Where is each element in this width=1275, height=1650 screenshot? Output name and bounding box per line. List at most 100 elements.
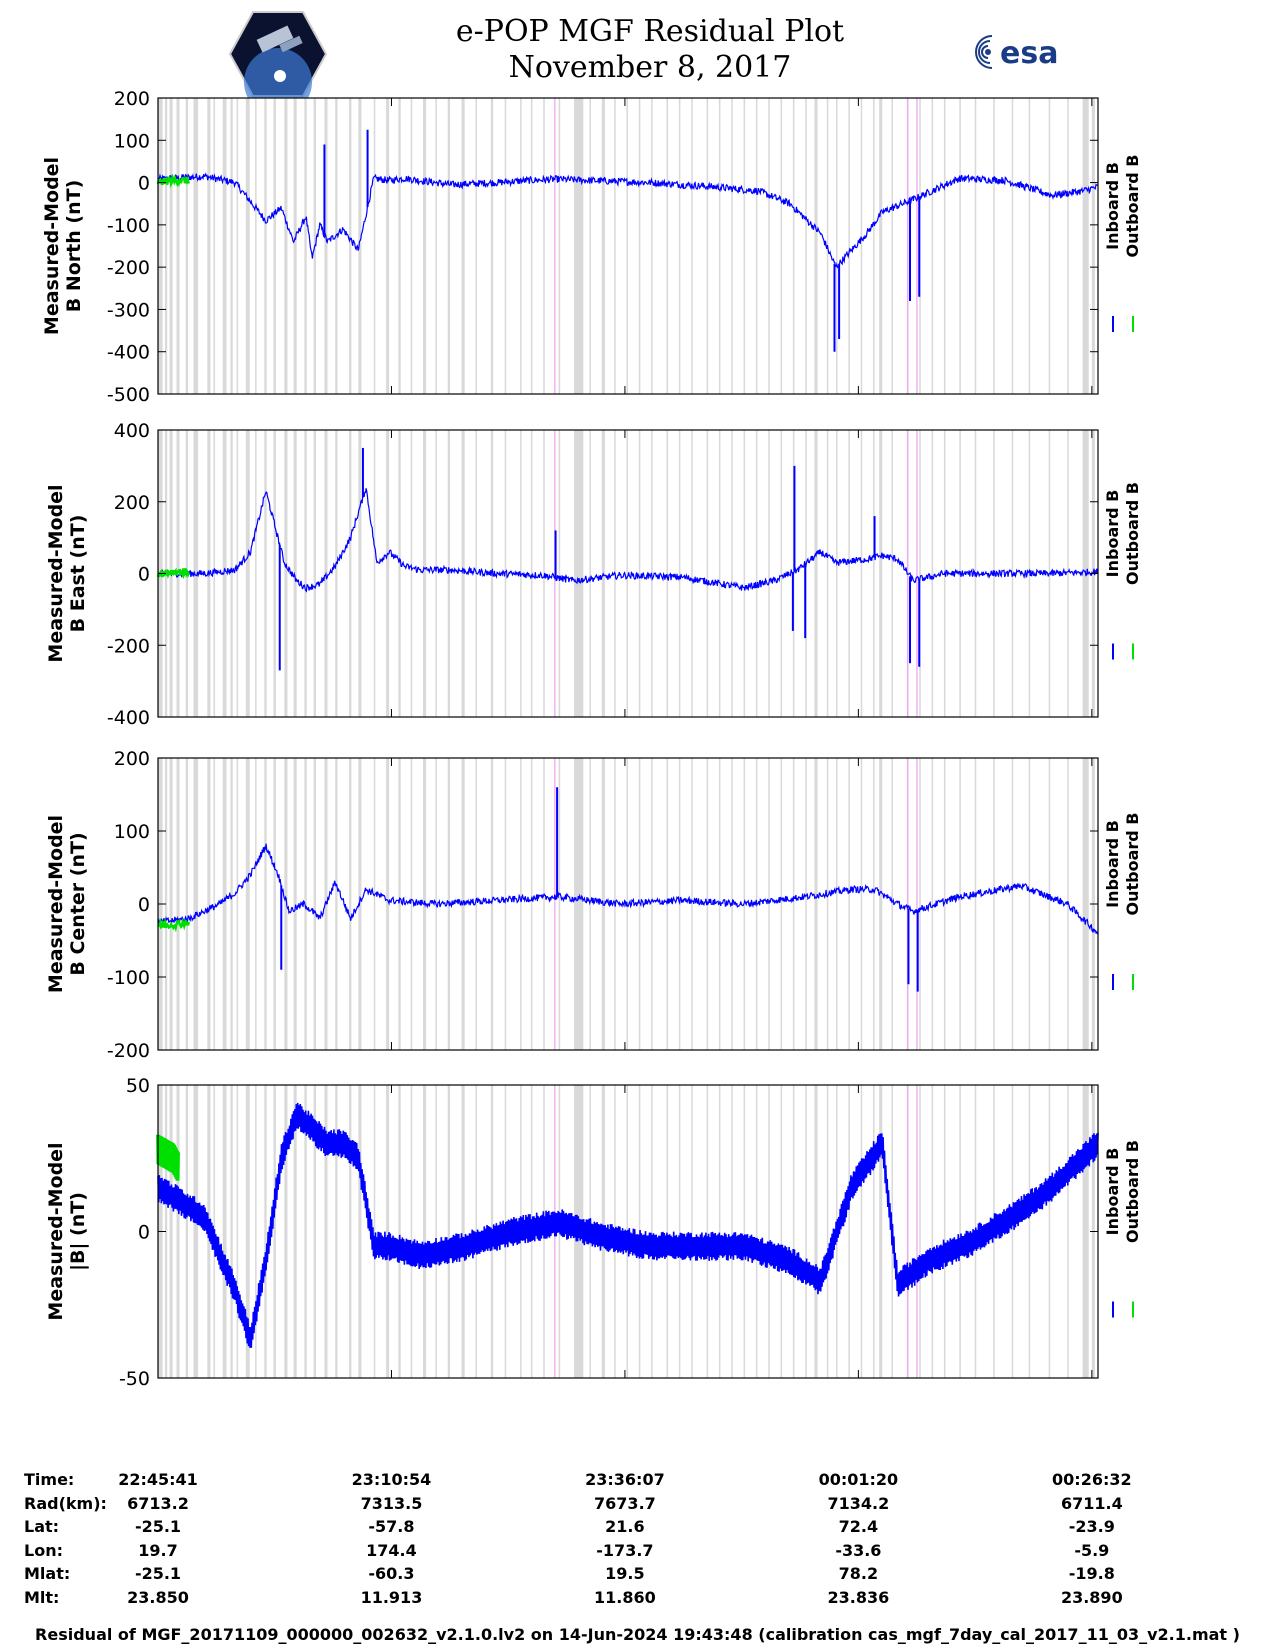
gap-band (293, 1085, 297, 1378)
gap-band (860, 1085, 863, 1378)
gap-band (1082, 1085, 1089, 1378)
gap-band (1067, 98, 1069, 394)
legend-label: Inboard BOutboard B (1103, 813, 1142, 916)
gap-band (530, 430, 533, 717)
gap-band (435, 430, 437, 717)
gap-band (626, 98, 628, 394)
gap-band (836, 430, 838, 717)
info-row: Lat: -25.1 -57.8 21.6 72.4 -23.9 (0, 1517, 1275, 1542)
gap-band (169, 1085, 173, 1378)
gap-band (293, 758, 297, 1050)
gap-band (805, 1085, 807, 1378)
info-value: 6713.2 (127, 1493, 189, 1513)
gap-band (1028, 1085, 1031, 1378)
legend-label: Inboard BOutboard B (1103, 155, 1142, 258)
gap-band (222, 430, 227, 717)
gap-band (423, 430, 427, 717)
gap-band (349, 98, 352, 394)
gap-band (543, 758, 545, 1050)
gap-band (461, 98, 465, 394)
gap-band (638, 758, 641, 1050)
gap-band (879, 98, 883, 394)
gap-band (222, 98, 227, 394)
info-value: -173.7 (596, 1540, 654, 1560)
gap-band (207, 98, 211, 394)
gap-band (1082, 758, 1089, 1050)
info-value: -23.9 (1068, 1517, 1115, 1536)
legend-inboard-label: Inboard B (1103, 1148, 1122, 1236)
gap-band (264, 758, 267, 1050)
y-tick-label: -300 (107, 299, 150, 321)
gap-band (891, 758, 894, 1050)
gap-band (891, 98, 894, 394)
panel-2: 400 200 0 -200 -400 Measured-ModelB East (nT)… (45, 420, 1142, 729)
y-tick-label: 0 (138, 564, 150, 586)
gap-band (398, 430, 401, 717)
info-value: 7673.7 (594, 1493, 656, 1513)
gap-band (974, 758, 977, 1050)
y-tick-label: 0 (138, 894, 150, 916)
panel-1: 200 100 0 -100 -200 -300 -400 -500 Measured-Mode… (41, 88, 1142, 406)
legend-inboard-label: Inboard B (1103, 490, 1122, 578)
gap-band (959, 758, 961, 1050)
gap-band (1067, 758, 1069, 1050)
gap-band (236, 1085, 239, 1378)
gap-band (313, 758, 316, 1050)
info-row: Time: 22:45:41 23:10:54 23:36:07 00:01:20 00:… (0, 1470, 1275, 1495)
gap-band (176, 758, 180, 1050)
gap-band (373, 430, 376, 717)
gap-band (398, 758, 401, 1050)
gap-band (313, 1085, 316, 1378)
gap-band (574, 98, 584, 394)
event-marker (916, 758, 918, 1050)
gap-band (974, 98, 977, 394)
gap-band (245, 1085, 250, 1378)
gap-band (1067, 1085, 1069, 1378)
info-value: 23:36:07 (585, 1470, 665, 1489)
gap-band (1082, 98, 1089, 394)
info-row-label: Rad(km): (24, 1493, 107, 1513)
y-tick-label: -400 (107, 342, 150, 364)
gap-band (706, 98, 709, 394)
gap-band (335, 98, 338, 394)
gap-band (398, 1085, 401, 1378)
outboard-trace (156, 1134, 180, 1181)
gap-band (931, 430, 934, 717)
gap-band (386, 1085, 390, 1378)
gap-band (768, 98, 770, 394)
gap-band (651, 1085, 653, 1378)
esa-logo-text: esa (1000, 36, 1058, 71)
gap-band (879, 758, 883, 1050)
info-value: 23:10:54 (351, 1470, 432, 1489)
y-axis-label: Measured-ModelB East (nT) (45, 484, 89, 662)
gap-band (236, 430, 239, 717)
gap-band (943, 98, 946, 394)
gap-band (490, 98, 494, 394)
gap-band (931, 98, 934, 394)
y-tick-label: 200 (114, 88, 150, 110)
gap-band (304, 1085, 307, 1378)
info-value: -19.8 (1068, 1564, 1115, 1583)
info-value: -25.1 (134, 1517, 182, 1536)
gap-band (164, 1085, 168, 1378)
info-value: -60.3 (368, 1564, 415, 1583)
info-value: 23.850 (127, 1587, 189, 1607)
info-row-label: Mlat: (24, 1564, 71, 1583)
y-axis-label-line: Measured-Model (45, 815, 67, 993)
gap-band (230, 430, 233, 717)
gap-band (398, 98, 401, 394)
gap-band (386, 758, 390, 1050)
y-tick-label: 0 (138, 173, 150, 195)
inboard-trace (157, 1102, 1099, 1348)
gap-band (169, 758, 173, 1050)
gap-band (386, 430, 390, 717)
info-value: 23.890 (1060, 1587, 1123, 1607)
inboard-trace (157, 172, 1099, 269)
gap-band (222, 758, 227, 1050)
gap-band (848, 758, 850, 1050)
plot-frame (157, 97, 1099, 395)
gap-band (230, 1085, 233, 1378)
gap-band (273, 98, 276, 394)
gap-band (304, 98, 307, 394)
legend-label: Inboard BOutboard B (1103, 482, 1142, 585)
